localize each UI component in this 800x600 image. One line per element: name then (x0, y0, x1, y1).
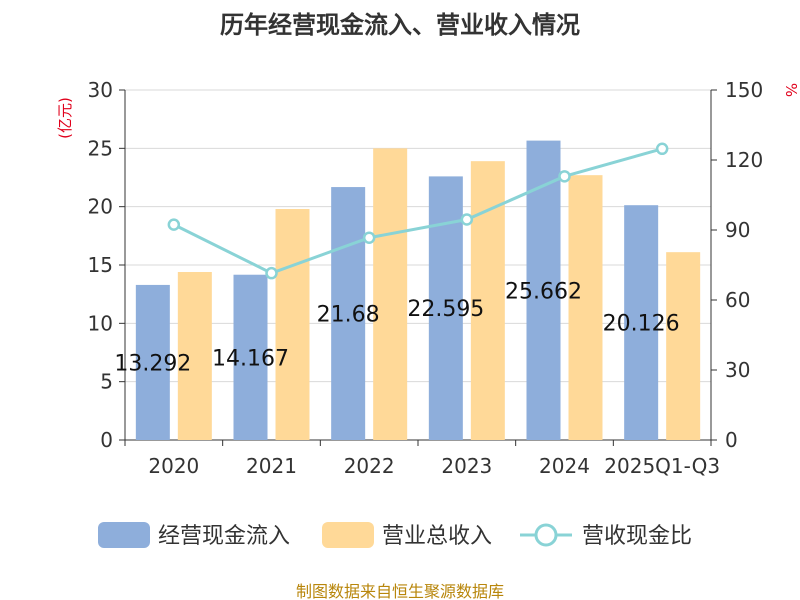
y-right-tick-label: 0 (725, 428, 738, 452)
y-left-tick-label: 5 (100, 370, 113, 394)
y-left-tick-label: 20 (88, 195, 113, 219)
data-label: 14.167 (212, 346, 289, 371)
data-label: 22.595 (407, 297, 484, 322)
y-right-unit: % (782, 83, 800, 97)
legend: 经营现金流入 营业总收入 营收现金比 (98, 522, 692, 549)
ratio-point (558, 170, 571, 183)
legend-label: 营业总收入 (382, 524, 492, 549)
y-right-tick-label: 90 (725, 218, 750, 242)
bar (373, 148, 408, 441)
x-tick-label: 2020 (148, 454, 199, 478)
chart-title: 历年经营现金流入、营业收入情况 (220, 11, 580, 39)
y-right-tick-label: 150 (725, 78, 763, 102)
ratio-point (167, 218, 181, 231)
x-tick-label: 2021 (246, 454, 297, 478)
legend-swatch (98, 522, 150, 548)
y-left-tick-label: 30 (88, 78, 113, 102)
y-right-tick-label: 120 (725, 148, 763, 172)
bar (331, 187, 366, 440)
x-tick-label: 2024 (539, 454, 590, 478)
data-label: 13.292 (114, 351, 191, 376)
bar (135, 284, 170, 440)
ratio-point (362, 231, 376, 244)
axes: 0 5 10 15 20 25 30 0 30 60 90 120 150 (亿元)% 2020 2021 20… (56, 78, 800, 478)
data-label: 20.126 (603, 312, 680, 337)
bar (624, 205, 659, 440)
bar (568, 175, 603, 440)
bar (470, 161, 505, 440)
y-left-tick-label: 10 (88, 311, 113, 335)
legend-label: 经营现金流入 (158, 524, 290, 549)
ratio-line (167, 142, 669, 280)
ratio-line-path (173, 147, 663, 275)
y-right-tick-label: 60 (725, 288, 750, 312)
ratio-point (655, 142, 669, 156)
bar (233, 274, 268, 440)
y-left-unit: (亿元) (56, 97, 74, 139)
data-labels: 13.292 14.167 21.68 22.595 25.662 20.126 (114, 279, 679, 376)
data-label: 21.68 (317, 303, 380, 328)
x-tick-label: 2022 (344, 454, 395, 478)
gridlines (125, 89, 711, 383)
source-note: 制图数据来自恒生聚源数据库 (296, 582, 504, 600)
y-left-tick-label: 25 (88, 136, 113, 160)
bar (177, 272, 212, 440)
legend-marker (534, 523, 558, 547)
ratio-point (265, 266, 278, 280)
bar (275, 209, 310, 440)
legend-label: 营收现金比 (582, 524, 692, 549)
legend-swatch (322, 522, 374, 548)
ratio-point (460, 213, 474, 226)
x-tick-label: 2025Q1-Q3 (604, 454, 720, 478)
bar (666, 252, 701, 440)
x-tick-label: 2023 (441, 454, 492, 478)
y-left-tick-label: 0 (100, 428, 113, 452)
y-right-tick-label: 30 (725, 358, 750, 382)
y-left-tick-label: 15 (88, 253, 113, 277)
bars (135, 140, 701, 441)
data-label: 25.662 (505, 279, 582, 304)
